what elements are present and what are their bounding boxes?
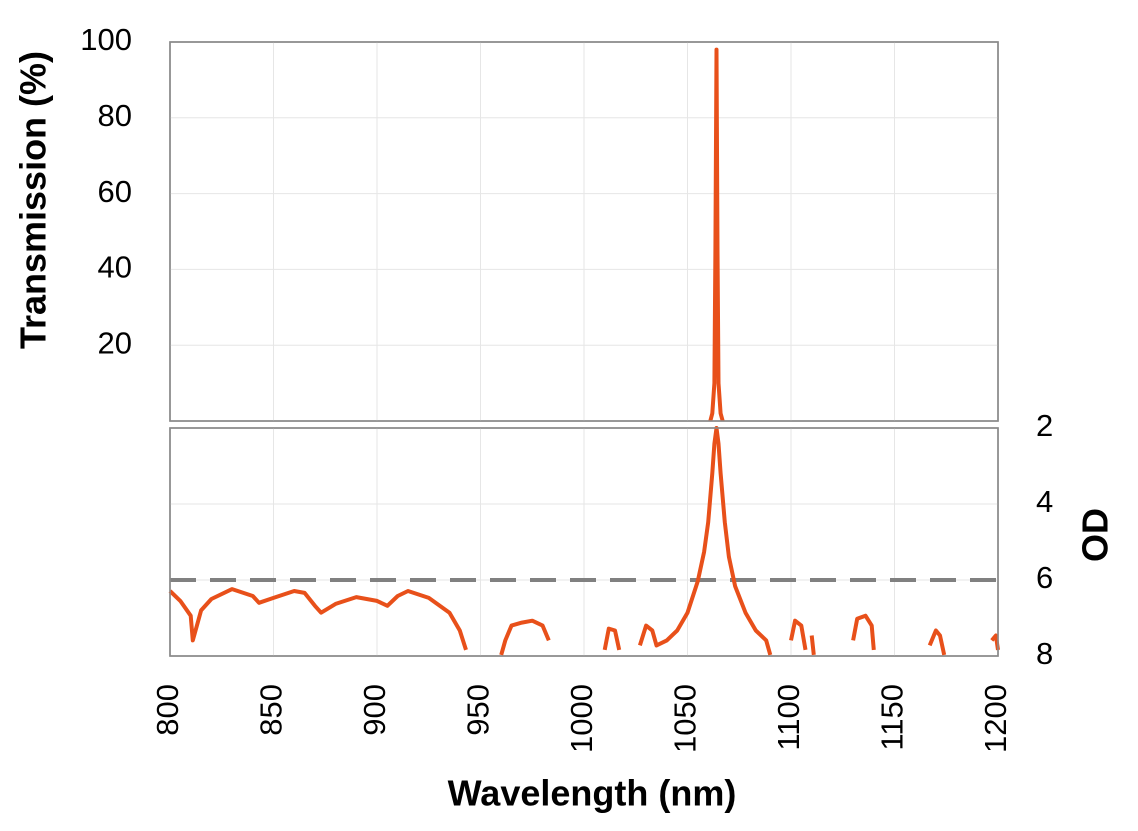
data-line [168, 426, 1000, 656]
x-tick-label: 1050 [668, 684, 703, 753]
y2-tick-label: 2 [1036, 408, 1053, 443]
x-tick-label: 1100 [771, 684, 806, 751]
x-tick-label: 1200 [978, 684, 1013, 753]
y2-tick-label: 4 [1036, 484, 1053, 519]
y2-tick-label: 8 [1036, 636, 1053, 671]
y-axis-label: Transmission (%) [13, 51, 54, 349]
y-tick-label: 20 [98, 325, 132, 360]
x-tick-label: 1000 [564, 684, 599, 753]
x-axis-label: Wavelength (nm) [448, 773, 737, 814]
y-tick-label: 40 [98, 250, 132, 285]
y2-axis-label: OD [1075, 508, 1116, 562]
y-tick-label: 60 [98, 174, 132, 209]
x-tick-label: 1150 [875, 684, 910, 751]
plot-border [169, 41, 999, 422]
y-tick-label: 80 [98, 98, 132, 133]
x-tick-label: 850 [254, 684, 289, 736]
x-tick-label: 950 [461, 684, 496, 736]
y2-tick-label: 6 [1036, 560, 1053, 595]
plot-border [169, 427, 999, 657]
y-tick-label: 100 [80, 22, 132, 57]
x-tick-label: 900 [357, 684, 392, 736]
data-line [708, 47, 725, 422]
x-tick-label: 800 [150, 684, 185, 736]
